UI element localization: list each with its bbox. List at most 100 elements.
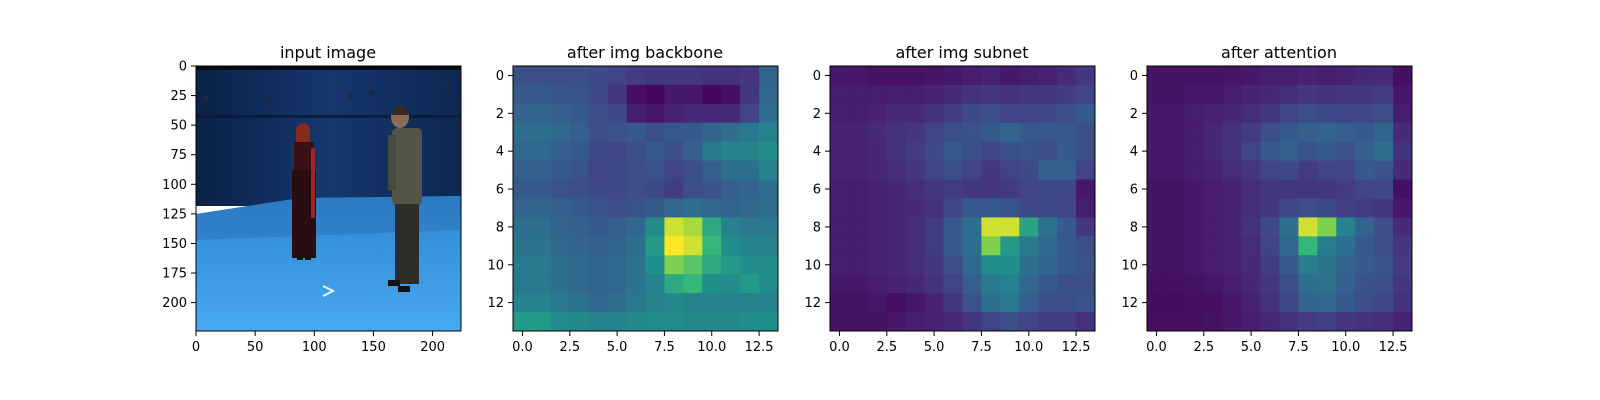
heatmap-cell	[1279, 217, 1299, 237]
heatmap-cell	[721, 198, 741, 218]
heatmap-cell	[1038, 141, 1058, 162]
heatmap-cell	[886, 293, 907, 313]
heatmap-cell	[1000, 198, 1020, 218]
heatmap-cell	[588, 198, 609, 218]
heatmap-cell	[1147, 179, 1167, 199]
heatmap-cell	[1019, 217, 1039, 237]
heatmap-cell	[1076, 236, 1096, 256]
heatmap-cell	[513, 103, 533, 124]
heatmap-cell	[550, 122, 571, 143]
heatmap-cell	[1000, 66, 1020, 86]
heatmap-cell	[588, 103, 609, 124]
heatmap-cell	[943, 236, 963, 256]
heatmap-cell	[867, 160, 888, 180]
heatmap-cell	[588, 84, 609, 105]
heatmap-cell	[1260, 293, 1280, 313]
heatmap-cell	[1317, 141, 1337, 162]
heatmap-cell	[1393, 66, 1413, 86]
heatmap-cell	[924, 217, 944, 237]
heatmap-cell	[886, 179, 907, 199]
heatmap-cell	[1336, 160, 1356, 180]
heatmap-cell	[886, 66, 907, 86]
heatmap-cell	[626, 236, 646, 256]
y-tick-label: 4	[1130, 145, 1138, 160]
heatmap-cell	[1038, 293, 1058, 313]
heatmap-cell	[1165, 160, 1186, 180]
heatmap-cell	[1241, 255, 1261, 275]
heatmap-cell	[702, 103, 722, 124]
heatmap-cell	[1038, 217, 1058, 237]
person-left	[292, 123, 316, 260]
heatmap-cell	[1147, 160, 1167, 180]
heatmap-cell	[740, 217, 760, 237]
heatmap-cell	[905, 217, 926, 237]
heatmap-cell	[924, 312, 944, 332]
heatmap-cell	[721, 293, 741, 313]
attention-heatmap-panel: after attention 0.0 2.5 5.0 7.5 10.0 12.5 0 2 4 6…	[1121, 43, 1413, 355]
heatmap-cell	[1203, 198, 1224, 218]
heatmap-cell	[607, 103, 627, 124]
heatmap-cell	[1019, 236, 1039, 256]
x-tick-label: 12.5	[1062, 340, 1091, 355]
heatmap-cell	[981, 198, 1001, 218]
heatmap-cell	[664, 198, 684, 218]
heatmap-cell	[1057, 179, 1077, 199]
heatmap-cell	[740, 255, 760, 275]
heatmap-cell	[1203, 66, 1224, 86]
panel-title: after img subnet	[895, 43, 1028, 62]
heatmap-cell	[848, 84, 869, 105]
y-tick-label: 8	[496, 220, 504, 235]
heatmap-cell	[645, 179, 665, 199]
heatmap-cell	[1203, 84, 1224, 105]
heatmap-cell	[962, 274, 982, 294]
input-image-panel: input image	[162, 43, 462, 355]
heatmap-cell	[531, 122, 552, 143]
heatmap-cell	[905, 122, 926, 143]
heatmap-cell	[740, 274, 760, 294]
heatmap-cell	[848, 141, 869, 162]
heatmap-cell	[1336, 312, 1356, 332]
heatmap-cell	[569, 255, 590, 275]
heatmap-cell	[569, 179, 590, 199]
heatmap-cell	[513, 255, 533, 275]
heatmap-cell	[1298, 293, 1318, 313]
heatmap-cell	[1374, 255, 1394, 275]
heatmap-cell	[1057, 160, 1077, 180]
heatmap-cell	[1279, 312, 1299, 332]
heatmap-cell	[1184, 217, 1205, 237]
heatmap-cell	[1019, 141, 1039, 162]
heatmap-cell	[1000, 141, 1020, 162]
heatmap-cell	[886, 84, 907, 105]
heatmap-cell	[759, 293, 779, 313]
heatmap-cell	[664, 217, 684, 237]
heatmap-cell	[645, 274, 665, 294]
heatmap-cell	[1279, 274, 1299, 294]
heatmap-cell	[531, 255, 552, 275]
y-tick-label: 175	[162, 267, 187, 282]
heatmap-cell	[721, 274, 741, 294]
heatmap-cell	[981, 217, 1001, 237]
heatmap-cell	[1165, 122, 1186, 143]
x-tick-label: 5.0	[1241, 340, 1262, 355]
x-tick-label: 12.5	[1379, 340, 1408, 355]
heatmap-cell	[943, 179, 963, 199]
heatmap-cell	[1298, 84, 1318, 105]
heatmap-cell	[513, 198, 533, 218]
heatmap-cell	[905, 84, 926, 105]
heatmap-cell	[1241, 274, 1261, 294]
heatmap-cell	[645, 66, 665, 86]
heatmap-cell	[607, 141, 627, 162]
heatmap-cell	[1222, 217, 1243, 237]
heatmap-cell	[702, 312, 722, 332]
y-tick-label: 4	[496, 145, 504, 160]
heatmap-cell	[886, 103, 907, 124]
heatmap-cell	[1336, 66, 1356, 86]
panel-title: after img backbone	[567, 43, 723, 62]
heatmap-cell	[683, 274, 703, 294]
heatmap-cell	[1057, 122, 1077, 143]
heatmap-cell	[1279, 84, 1299, 105]
heatmap-cell	[1241, 122, 1261, 143]
heatmap-cell	[1317, 160, 1337, 180]
heatmap-cell	[702, 179, 722, 199]
heatmap-cell	[905, 255, 926, 275]
